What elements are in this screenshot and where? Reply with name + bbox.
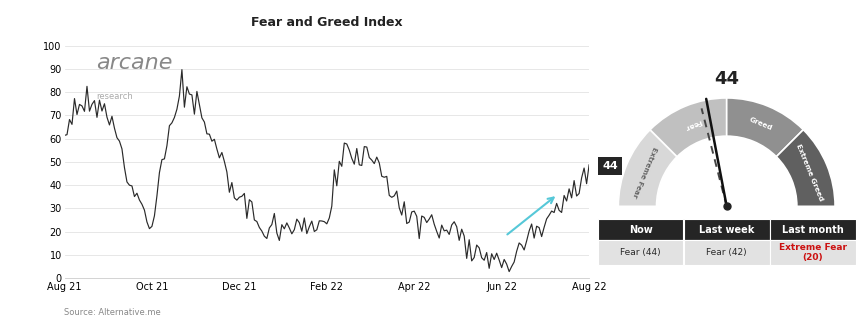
Text: Last week: Last week — [699, 225, 754, 234]
Bar — [770, 219, 856, 240]
Text: Fear (44): Fear (44) — [620, 248, 660, 257]
Bar — [684, 219, 770, 240]
Wedge shape — [650, 98, 727, 157]
Wedge shape — [777, 130, 835, 206]
Text: Fear and Greed Index: Fear and Greed Index — [251, 16, 402, 29]
Bar — [598, 219, 684, 240]
Text: Greed: Greed — [748, 116, 773, 131]
Bar — [684, 240, 770, 265]
Text: Extreme Fear
(20): Extreme Fear (20) — [779, 243, 847, 263]
Text: 44: 44 — [602, 161, 618, 171]
Wedge shape — [727, 98, 803, 157]
Bar — [770, 240, 856, 265]
Text: Now: Now — [629, 225, 653, 234]
Text: Extreme Fear: Extreme Fear — [631, 146, 657, 198]
Text: Source: Alternative.me: Source: Alternative.me — [64, 308, 162, 317]
Text: research: research — [96, 92, 132, 101]
Text: Fear: Fear — [683, 118, 702, 130]
Text: arcane: arcane — [96, 53, 173, 73]
Text: 44: 44 — [714, 70, 740, 88]
Text: Fear (42): Fear (42) — [706, 248, 747, 257]
Text: Last month: Last month — [782, 225, 844, 234]
Bar — [598, 240, 684, 265]
Wedge shape — [618, 130, 677, 206]
Text: Extreme Greed: Extreme Greed — [795, 143, 824, 201]
